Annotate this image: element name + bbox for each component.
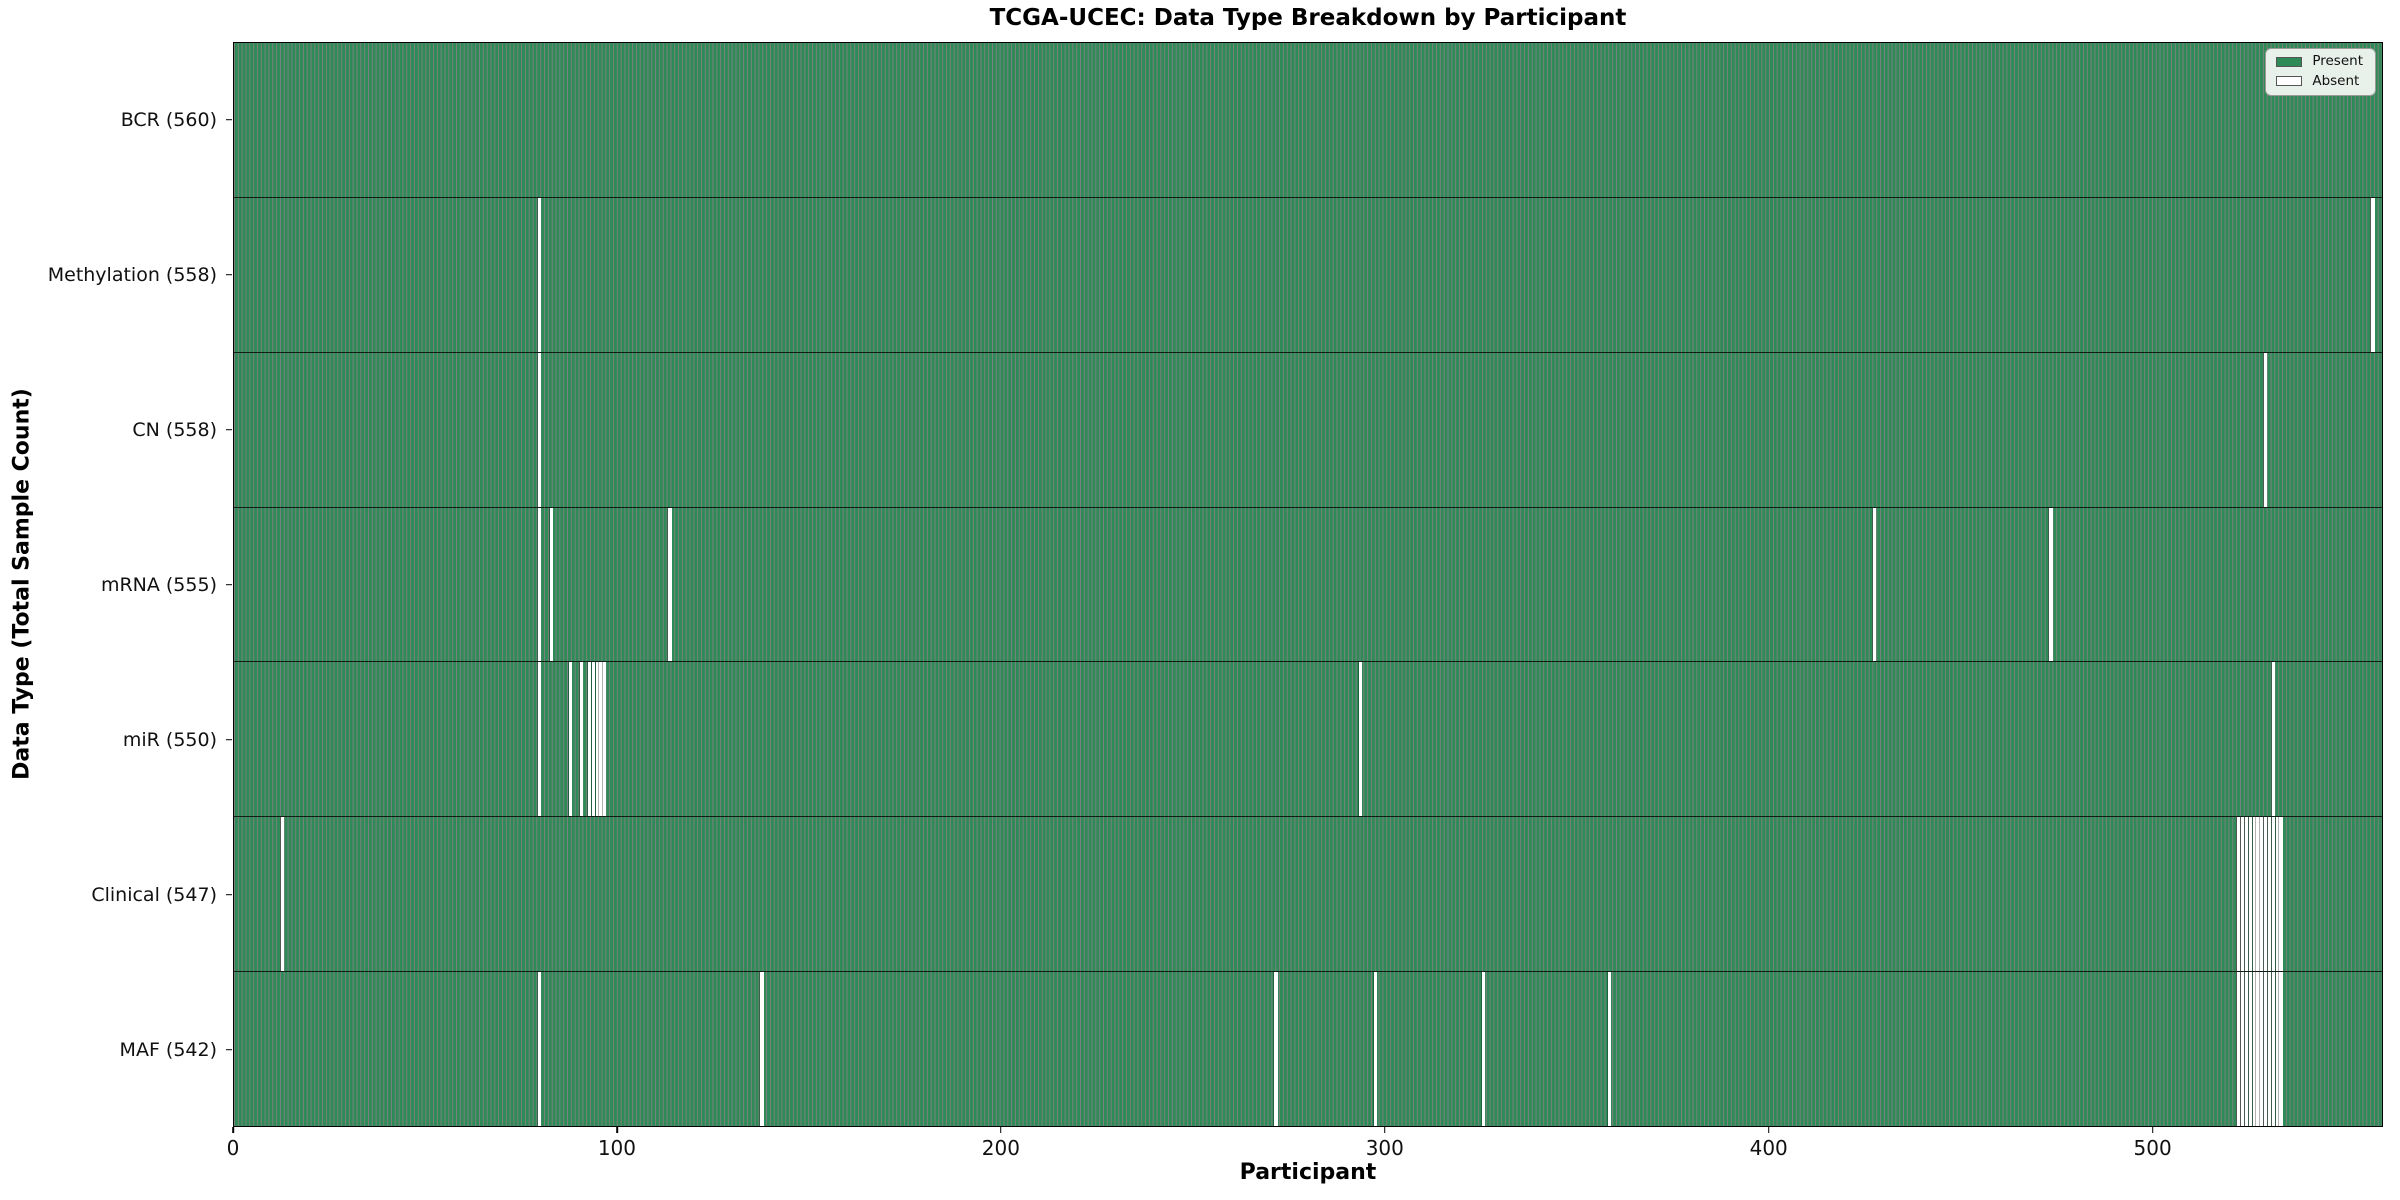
row-mir (234, 661, 2382, 817)
legend-swatch-absent (2276, 76, 2303, 87)
absent-bar (2274, 817, 2279, 972)
absent-bar (590, 662, 595, 817)
x-axis-label: Participant (1239, 1160, 1377, 1185)
absent-bar (2270, 972, 2275, 1127)
y-tick-mark (226, 738, 232, 741)
y-tick-label-maf: MAF (542) (119, 1038, 217, 1061)
y-tick-label-cn: CN (558) (132, 418, 217, 441)
x-tick-label: 500 (2133, 1136, 2172, 1160)
legend-label-absent: Absent (2312, 72, 2360, 89)
row-methylation (234, 196, 2382, 352)
absent-bar (2259, 972, 2264, 1127)
absent-bar (2247, 817, 2252, 972)
x-tick-mark (232, 1127, 234, 1133)
x-tick-mark (1767, 1127, 1770, 1133)
x-tick-label: 400 (1749, 1136, 1788, 1160)
y-tick-mark (226, 118, 232, 121)
absent-bar (537, 507, 542, 662)
row-mrna (234, 506, 2382, 662)
absent-bar (2270, 662, 2275, 817)
absent-bar (2263, 817, 2268, 972)
legend-entry-present: Present (2276, 53, 2363, 69)
absent-bar (2243, 817, 2249, 972)
row-cn (234, 351, 2382, 507)
row-clinical (234, 816, 2382, 972)
absent-bar (537, 197, 542, 352)
legend-swatch-present (2276, 56, 2303, 67)
absent-bar (548, 507, 553, 662)
y-axis-label: Data Type (Total Sample Count) (9, 388, 35, 780)
absent-bar (280, 817, 285, 972)
absent-bar (537, 352, 542, 507)
absent-bar (1373, 972, 1378, 1127)
x-tick-mark (2151, 1127, 2154, 1133)
absent-bar (2274, 972, 2279, 1127)
y-tick-label-bcr: BCR (560) (120, 108, 217, 131)
absent-bar (1480, 972, 1485, 1127)
y-tick-label-mrna: mRNA (555) (100, 573, 217, 596)
absent-bar (2255, 817, 2260, 972)
absent-bar (667, 507, 672, 662)
absent-bar (2259, 817, 2264, 972)
x-tick-mark (616, 1127, 618, 1133)
absent-bar (2270, 817, 2275, 972)
y-tick-label-mir: miR (550) (122, 728, 217, 751)
absent-bar (2243, 972, 2249, 1127)
absent-bar (759, 972, 764, 1127)
y-tick-mark (226, 583, 232, 586)
absent-bar (567, 662, 572, 817)
y-tick-mark (226, 273, 232, 276)
y-tick-mark (226, 1048, 232, 1051)
absent-bar (2278, 817, 2283, 972)
legend-entry-absent: Absent (2276, 72, 2363, 89)
absent-bar (1607, 972, 1612, 1127)
legend-label-present: Present (2312, 53, 2363, 69)
row-maf (234, 971, 2382, 1127)
y-tick-label-methylation: Methylation (558) (47, 263, 217, 286)
absent-bar (2266, 817, 2272, 972)
legend: Present Absent (2265, 48, 2376, 96)
absent-bar (2236, 972, 2241, 1127)
y-tick-mark (226, 893, 232, 896)
absent-bar (2255, 972, 2260, 1127)
plot-area: Present Absent (233, 42, 2383, 1127)
absent-bar (598, 662, 603, 817)
x-tick-label: 100 (597, 1136, 637, 1160)
absent-bar (2240, 972, 2245, 1127)
absent-bar (2251, 972, 2256, 1127)
x-tick-label: 0 (226, 1136, 240, 1160)
y-tick-label-clinical: Clinical (547) (91, 883, 217, 906)
absent-bar (2240, 817, 2245, 972)
x-tick-label: 200 (981, 1136, 1020, 1160)
row-bcr (234, 43, 2382, 197)
absent-bar (2236, 817, 2241, 972)
absent-bar (2251, 817, 2256, 972)
absent-bar (2263, 352, 2268, 507)
absent-bar (2247, 972, 2252, 1127)
absent-bar (1871, 507, 1877, 662)
absent-bar (537, 662, 542, 817)
y-tick-mark (226, 428, 232, 431)
absent-bar (1273, 972, 1278, 1127)
absent-bar (2370, 197, 2375, 352)
x-tick-mark (1000, 1127, 1002, 1133)
x-tick-mark (1383, 1127, 1386, 1133)
x-tick-label: 300 (1365, 1136, 1404, 1160)
absent-bar (2263, 972, 2268, 1127)
absent-bar (594, 662, 599, 817)
absent-bar (2266, 972, 2272, 1127)
absent-bar (602, 662, 607, 817)
absent-bar (2048, 507, 2053, 662)
absent-bar (537, 972, 542, 1127)
chart-title: TCGA-UCEC: Data Type Breakdown by Partic… (989, 5, 1627, 31)
absent-bar (1357, 662, 1363, 817)
absent-bar (579, 662, 584, 817)
absent-bar (2278, 972, 2283, 1127)
absent-bar (586, 662, 592, 817)
